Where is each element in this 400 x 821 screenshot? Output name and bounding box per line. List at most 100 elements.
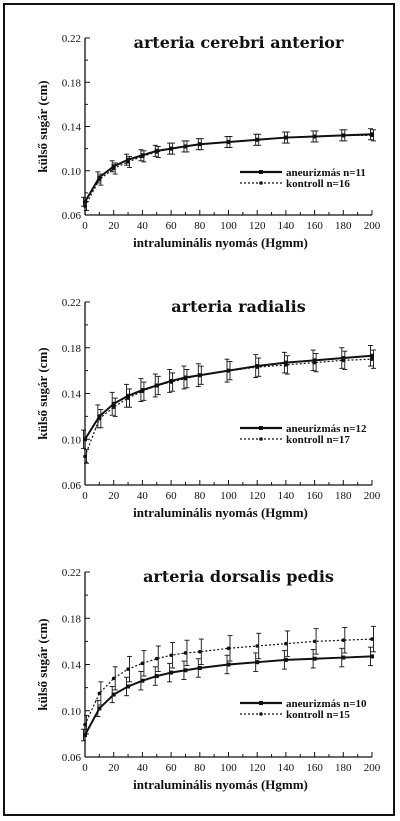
data-point xyxy=(97,177,102,182)
data-point xyxy=(126,667,130,671)
data-point xyxy=(226,646,231,651)
data-point xyxy=(111,164,116,169)
x-tick-label: 60 xyxy=(166,762,178,774)
data-point xyxy=(284,641,288,646)
data-point xyxy=(97,706,102,711)
x-tick-label: 120 xyxy=(249,762,266,774)
chart-panel-2: arteria radialis 0.06 0.10 0.14 0.18 0.22 0 20 4… xyxy=(35,297,381,520)
data-point xyxy=(169,670,174,675)
y-tick-label: 0.10 xyxy=(62,434,82,446)
data-point xyxy=(198,373,202,378)
data-point xyxy=(370,353,374,358)
y-axis-label: külső sugár (cm) xyxy=(35,347,50,439)
x-tick-label: 200 xyxy=(364,490,381,502)
chart-title: arteria dorsalis pedis xyxy=(143,567,334,586)
data-point xyxy=(255,644,259,648)
y-tick-label: 0.06 xyxy=(62,752,82,764)
data-point xyxy=(197,665,202,670)
data-point xyxy=(97,414,102,419)
series-2 xyxy=(83,129,376,212)
data-point xyxy=(284,363,288,367)
x-tick-label: 160 xyxy=(306,220,323,232)
legend-marker xyxy=(259,170,263,174)
x-tick-label: 140 xyxy=(278,490,295,502)
data-point xyxy=(198,649,202,654)
x-tick-label: 20 xyxy=(108,490,120,502)
y-tick-label: 0.22 xyxy=(62,33,81,45)
series-line xyxy=(84,134,372,207)
legend-marker xyxy=(259,712,263,716)
x-tick-label: 0 xyxy=(82,490,88,502)
legend-marker xyxy=(259,701,263,705)
legend-label: kontroll n=16 xyxy=(286,178,350,190)
data-point xyxy=(169,653,173,658)
x-tick-label: 40 xyxy=(137,762,149,774)
x-tick-label: 180 xyxy=(335,220,352,232)
chart-title: arteria cerebri anterior xyxy=(134,33,344,52)
x-tick-label: 60 xyxy=(166,490,178,502)
x-tick-label: 120 xyxy=(249,220,266,232)
data-point xyxy=(255,660,260,665)
data-point xyxy=(126,160,130,164)
chart-panel-1: arteria cerebri anterior 0.06 0.10 0.14 0.18… xyxy=(35,33,381,250)
x-axis-label: intraluminális nyomás (Hgmm) xyxy=(133,235,308,250)
x-tick-label: 100 xyxy=(220,762,237,774)
data-point xyxy=(83,437,87,442)
y-tick-label: 0.06 xyxy=(62,480,82,492)
x-axis-label: intraluminális nyomás (Hgmm) xyxy=(133,777,308,792)
data-point xyxy=(111,405,116,410)
data-point xyxy=(140,154,145,159)
x-tick-label: 20 xyxy=(108,762,120,774)
legend-marker xyxy=(259,426,263,430)
chart-panel-3: arteria dorsalis pedis 0.06 0.10 0.14 0.18 0.… xyxy=(35,567,381,792)
series-2 xyxy=(83,349,376,464)
y-axis-label: külső sugár (cm) xyxy=(35,618,50,710)
legend-marker xyxy=(259,437,263,441)
legend-label: aneurizmás n=11 xyxy=(286,167,366,179)
data-point xyxy=(111,692,116,697)
x-tick-label: 80 xyxy=(194,762,206,774)
data-point xyxy=(183,144,188,149)
data-point xyxy=(97,691,102,696)
data-point xyxy=(83,722,87,727)
data-point xyxy=(370,637,374,641)
y-axis-label: külső sugár (cm) xyxy=(35,80,50,172)
data-point xyxy=(126,157,131,162)
series-1 xyxy=(81,646,374,742)
data-point xyxy=(284,135,288,140)
x-tick-label: 80 xyxy=(194,220,206,232)
x-tick-label: 140 xyxy=(278,762,295,774)
data-point xyxy=(370,357,374,361)
x-tick-label: 200 xyxy=(364,220,381,232)
legend-label: kontroll n=15 xyxy=(286,709,350,721)
data-point xyxy=(283,657,288,662)
x-tick-label: 180 xyxy=(335,490,352,502)
data-point xyxy=(312,656,317,661)
data-point xyxy=(154,150,159,154)
data-point xyxy=(255,365,259,369)
data-point xyxy=(341,356,346,361)
data-point xyxy=(111,166,116,171)
data-point xyxy=(83,454,87,459)
y-tick-label: 0.06 xyxy=(62,210,82,222)
data-point xyxy=(183,668,188,673)
data-point xyxy=(255,137,259,142)
data-point xyxy=(111,676,116,681)
y-tick-label: 0.18 xyxy=(62,343,82,355)
data-point xyxy=(198,142,202,146)
data-point xyxy=(83,204,87,208)
data-point xyxy=(226,368,231,373)
data-point xyxy=(341,358,346,363)
data-point xyxy=(126,396,130,400)
data-point xyxy=(111,401,116,406)
y-tick-label: 0.18 xyxy=(62,77,82,89)
data-point xyxy=(154,674,159,679)
chart-title: arteria radialis xyxy=(171,297,305,316)
legend-label: aneurizmás n=12 xyxy=(286,423,367,435)
data-point xyxy=(169,380,173,384)
data-point xyxy=(341,638,346,643)
data-point xyxy=(283,360,288,365)
data-point xyxy=(154,383,159,388)
